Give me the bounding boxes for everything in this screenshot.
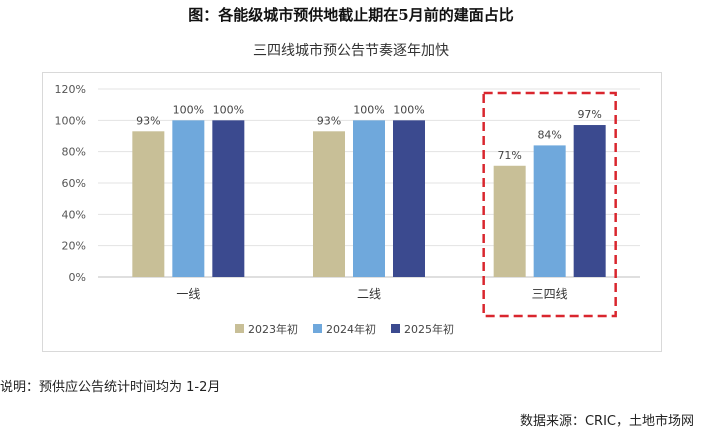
y-tick-label: 120% — [55, 83, 86, 96]
data-label: 71% — [497, 149, 521, 162]
bar — [393, 120, 425, 277]
data-label: 93% — [136, 114, 160, 127]
chart-title: 三四线城市预公告节奏逐年加快 — [253, 43, 449, 59]
y-axis-ticks: 0% 20% 40% 60% 80% 100% 120% — [55, 83, 86, 284]
x-axis-labels: 一线 二线 三四线 — [176, 287, 567, 301]
y-tick-label: 0% — [69, 271, 86, 284]
bar — [493, 165, 526, 277]
bar — [573, 125, 606, 278]
legend-label: 2025年初 — [404, 322, 454, 336]
bar — [353, 120, 385, 277]
legend: 2023年初 2024年初 2025年初 — [235, 322, 454, 336]
x-tick-label: 一线 — [176, 287, 200, 301]
data-label: 97% — [577, 108, 601, 121]
y-tick-label: 40% — [62, 208, 86, 221]
y-tick-label: 80% — [62, 146, 86, 159]
x-tick-label: 二线 — [357, 287, 381, 301]
legend-swatch — [313, 324, 322, 333]
legend-swatch — [391, 324, 400, 333]
y-tick-label: 20% — [62, 240, 86, 253]
bars — [132, 120, 606, 278]
highlight-box — [482, 91, 617, 318]
source-note: 数据来源：CRIC，土地市场网 — [519, 414, 694, 429]
x-tick-label: 三四线 — [532, 287, 568, 301]
data-label: 100% — [213, 103, 244, 116]
legend-swatch — [235, 324, 244, 333]
data-labels: 93% 100% 100% 93% 100% 100% 71% 84% 97% — [136, 103, 602, 161]
legend-label: 2023年初 — [248, 322, 298, 336]
data-label: 84% — [537, 128, 561, 141]
legend-label: 2024年初 — [326, 322, 376, 336]
bar-chart: 0% 20% 40% 60% 80% 100% 120% 93% 100% 100% 93% 100… — [55, 83, 640, 336]
bar — [533, 145, 566, 277]
data-label: 100% — [173, 103, 204, 116]
data-label: 100% — [393, 103, 424, 116]
bar — [132, 131, 165, 277]
data-label: 93% — [317, 114, 341, 127]
bar — [313, 131, 345, 277]
bar — [212, 120, 245, 277]
footnote: 说明：预供应公告统计时间均为 1-2月 — [0, 380, 221, 395]
y-tick-label: 100% — [55, 114, 86, 127]
figure-title: 图：各能级城市预供地截止期在5月前的建面占比 — [188, 6, 514, 24]
y-tick-label: 60% — [62, 177, 86, 190]
bar — [172, 120, 205, 277]
chart-frame — [42, 72, 662, 352]
highlight-box — [482, 91, 617, 318]
data-label: 100% — [353, 103, 384, 116]
